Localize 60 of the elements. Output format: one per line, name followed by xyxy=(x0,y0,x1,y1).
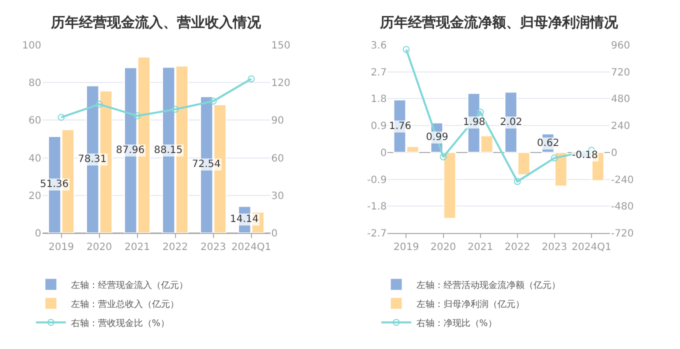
chart-title: 历年经营现金流入、营业收入情况 xyxy=(50,14,262,31)
data-label: 1.98 xyxy=(463,117,486,128)
y2-tick-label: 90 xyxy=(271,116,284,127)
y2-tick-label: 30 xyxy=(271,190,284,202)
data-label: 1.76 xyxy=(389,121,412,132)
y2-tick-label: 960 xyxy=(611,40,630,52)
y-tick-label: 2.7 xyxy=(370,67,387,78)
x-tick-label: 2023 xyxy=(542,242,568,253)
x-tick-label: 2022 xyxy=(504,242,530,253)
y-tick-label: -1.8 xyxy=(367,202,387,213)
y2-tick-label: -480 xyxy=(611,202,634,213)
x-tick-label: 2023 xyxy=(200,242,226,253)
data-label: 88.15 xyxy=(154,145,183,156)
legend-label: 左轴：营业总收入（亿元） xyxy=(70,298,179,310)
data-label: 87.96 xyxy=(116,145,145,156)
y2-tick-label: 0 xyxy=(611,148,618,159)
x-tick-label: 2024Q1 xyxy=(231,242,272,253)
y2-tick-label: 0 xyxy=(271,228,278,240)
x-tick-label: 2021 xyxy=(468,242,494,253)
data-label: 51.36 xyxy=(40,179,69,190)
x-tick-label: 2019 xyxy=(48,242,74,253)
y2-tick-label: 150 xyxy=(271,40,290,52)
data-label: 78.31 xyxy=(78,154,107,165)
y-tick-label: -2.7 xyxy=(367,228,387,240)
y2-tick-label: 480 xyxy=(611,94,630,106)
y2-tick-label: 120 xyxy=(271,78,290,90)
legend-label: 左轴：归母净利润（亿元） xyxy=(416,298,524,310)
data-label: 0.99 xyxy=(426,132,448,143)
y-tick-label: 0 xyxy=(34,228,42,240)
y2-tick-label: 60 xyxy=(271,153,284,164)
x-tick-label: 2024Q1 xyxy=(572,242,612,253)
y-tick-label: 1.8 xyxy=(370,94,387,106)
y2-tick-label: -240 xyxy=(611,174,634,186)
x-tick-label: 2021 xyxy=(124,242,150,253)
data-label: 2.02 xyxy=(500,117,522,128)
y2-tick-label: 720 xyxy=(611,67,630,78)
x-tick-label: 2022 xyxy=(162,242,188,253)
data-label: 72.54 xyxy=(192,159,221,170)
legend-label: 左轴：经营活动现金流净额（亿元） xyxy=(416,280,560,291)
y-tick-label: 80 xyxy=(28,78,42,90)
y-tick-label: 40 xyxy=(28,153,42,164)
x-tick-label: 2019 xyxy=(394,242,419,253)
y-tick-label: 0 xyxy=(380,148,387,159)
y-tick-label: 3.6 xyxy=(370,40,387,52)
y2-tick-label: 240 xyxy=(611,121,630,132)
legend-label: 左轴：经营现金流入（亿元） xyxy=(70,280,188,291)
x-tick-label: 2020 xyxy=(430,242,456,253)
data-label: -0.18 xyxy=(572,150,598,161)
x-tick-label: 2020 xyxy=(86,242,112,253)
y-tick-label: 100 xyxy=(22,40,42,52)
y2-tick-label: -720 xyxy=(611,228,634,240)
legend-label: 右轴：净现比（%） xyxy=(416,318,497,329)
y-tick-label: -0.9 xyxy=(367,174,387,186)
data-label: 14.14 xyxy=(230,214,259,225)
legend-label: 右轴：营收现金比（%） xyxy=(70,318,170,329)
y-tick-label: 20 xyxy=(28,190,42,202)
y-tick-label: 60 xyxy=(28,116,42,127)
chart-title: 历年经营现金流净额、归母净利润情况 xyxy=(379,14,619,31)
y-tick-label: 0.9 xyxy=(370,121,387,132)
data-label: 0.62 xyxy=(537,138,560,149)
